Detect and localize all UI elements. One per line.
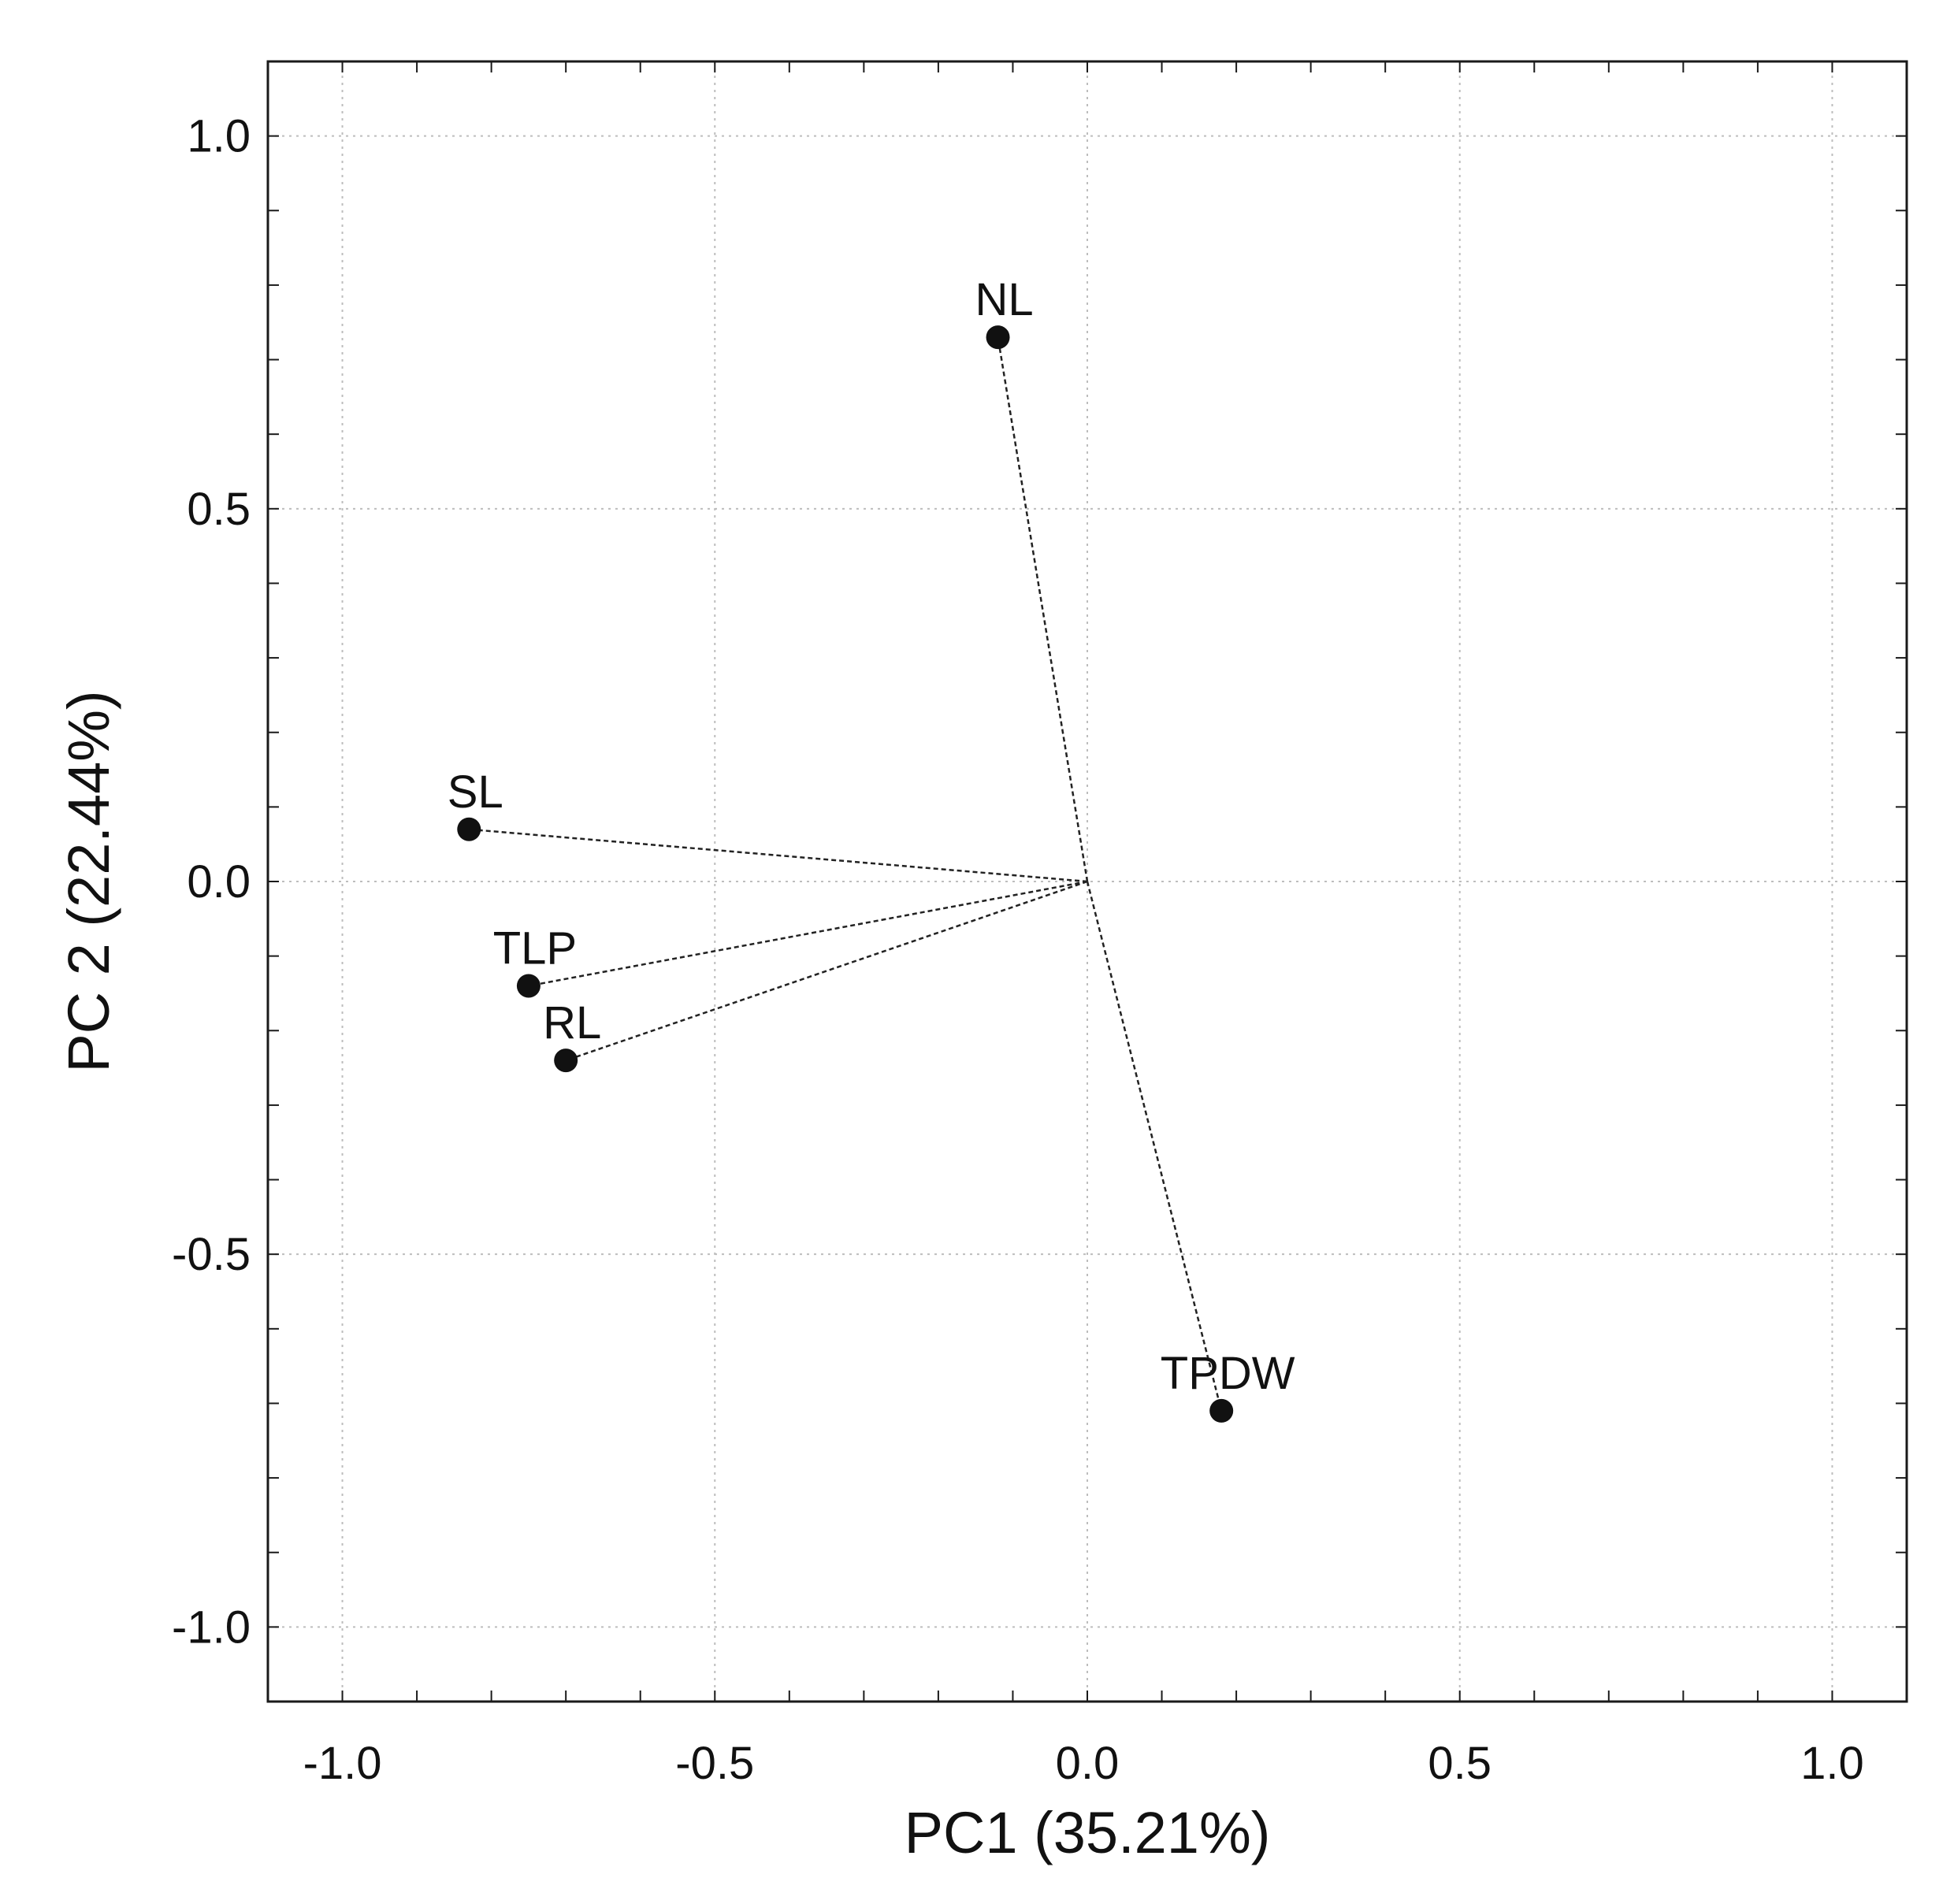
point-tpdw bbox=[1209, 1398, 1234, 1423]
y-tick-label-2: 0.0 bbox=[187, 856, 251, 907]
y-tick-label-0: 1.0 bbox=[187, 111, 251, 162]
point-label-sl: SL bbox=[448, 766, 503, 818]
x-axis-title: PC1 (35.21%) bbox=[905, 1800, 1271, 1865]
point-nl bbox=[986, 325, 1010, 350]
y-tick-label-3: -0.5 bbox=[172, 1229, 251, 1280]
point-label-tlp: TLP bbox=[493, 922, 577, 974]
y-tick-label-4: -1.0 bbox=[172, 1602, 251, 1653]
x-tick-label-3: 0.5 bbox=[1428, 1738, 1492, 1789]
y-tick-label-1: 0.5 bbox=[187, 484, 251, 535]
x-tick-label-0: -1.0 bbox=[303, 1738, 382, 1789]
point-layer bbox=[457, 325, 1234, 1423]
x-tick-label-4: 1.0 bbox=[1800, 1738, 1864, 1789]
y-axis-title: PC 2 (22.44%) bbox=[56, 690, 121, 1072]
axis-title-layer: PC1 (35.21%) PC 2 (22.44%) bbox=[56, 690, 1270, 1865]
tick-layer: -1.0 -0.5 0.0 0.5 1.0 1.0 0.5 0.0 -0.5 -1.0 bbox=[172, 61, 1907, 1789]
vector-rl bbox=[565, 880, 1088, 1062]
point-tlp bbox=[516, 974, 541, 998]
vector-sl bbox=[469, 828, 1088, 883]
point-rl bbox=[554, 1048, 578, 1073]
point-label-tpdw: TPDW bbox=[1161, 1348, 1295, 1399]
point-sl bbox=[457, 817, 481, 841]
vector-tpdw bbox=[1086, 881, 1223, 1412]
vector-layer bbox=[469, 336, 1223, 1412]
label-layer: NL SL TLP RL TPDW bbox=[448, 274, 1295, 1399]
x-tick-label-2: 0.0 bbox=[1056, 1738, 1120, 1789]
point-label-nl: NL bbox=[975, 274, 1033, 325]
vector-tlp bbox=[528, 880, 1088, 987]
vector-nl bbox=[997, 336, 1089, 882]
point-label-rl: RL bbox=[543, 997, 601, 1048]
x-tick-label-1: -0.5 bbox=[675, 1738, 754, 1789]
